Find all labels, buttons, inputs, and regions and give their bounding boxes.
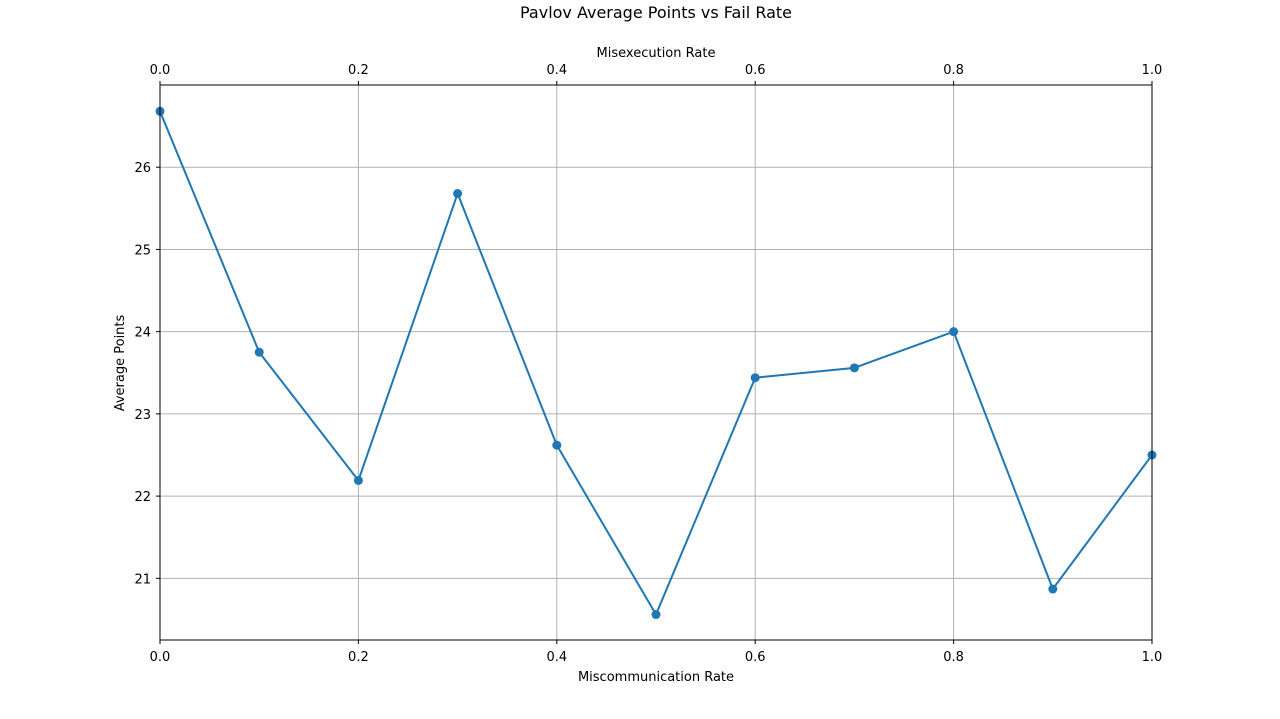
x-tick-label: 0.4 xyxy=(546,650,567,665)
data-point xyxy=(750,373,760,383)
x-tick-label: 0.2 xyxy=(348,650,369,665)
data-point xyxy=(1048,584,1058,594)
y-tick-label: 23 xyxy=(134,408,151,423)
x-tick-label: 1.0 xyxy=(1142,650,1163,665)
x2-tick-label: 0.0 xyxy=(150,63,171,78)
x2-tick-label: 0.2 xyxy=(348,63,369,78)
data-point xyxy=(651,610,661,620)
y-tick-label: 25 xyxy=(134,243,151,258)
data-point xyxy=(254,347,264,357)
x2-tick-label: 0.4 xyxy=(546,63,567,78)
data-point xyxy=(552,440,562,450)
x-tick-label: 0.0 xyxy=(150,650,171,665)
data-point xyxy=(453,189,463,199)
axes-layer: 0.0 0.2 0.4 0.6 0.8 1.0 0.0 0.2 0.4 0.6 0.8 1.0 21 22… xyxy=(134,63,1162,665)
x2-tick-label: 1.0 xyxy=(1142,63,1163,78)
x2-axis-title: Misexecution Rate xyxy=(597,46,716,61)
data-point xyxy=(849,363,859,373)
x-tick-label: 0.6 xyxy=(745,650,766,665)
data-point xyxy=(949,327,959,337)
x-tick-label: 0.8 xyxy=(943,650,964,665)
y-tick-label: 22 xyxy=(134,490,151,505)
x-axis-title: Miscommunication Rate xyxy=(578,670,734,685)
series-layer xyxy=(155,106,1157,620)
y-tick-label: 21 xyxy=(134,572,151,587)
y-axis-title: Average Points xyxy=(113,314,128,411)
x2-tick-label: 0.8 xyxy=(943,63,964,78)
chart-title: Pavlov Average Points vs Fail Rate xyxy=(520,3,792,22)
y-tick-label: 26 xyxy=(134,161,151,176)
data-point xyxy=(353,475,363,485)
x2-tick-label: 0.6 xyxy=(745,63,766,78)
series-line xyxy=(159,110,1153,616)
y-tick-label: 24 xyxy=(134,326,151,341)
grid-layer xyxy=(159,85,1153,640)
plot-frame xyxy=(159,84,1153,641)
